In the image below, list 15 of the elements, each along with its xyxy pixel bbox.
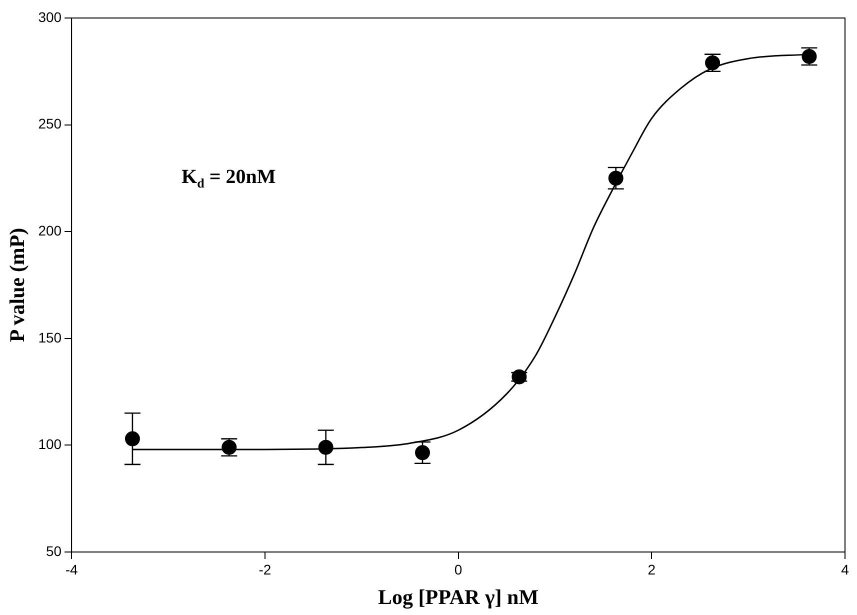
point [415, 445, 430, 460]
y-tick-label: 200 [38, 222, 62, 238]
x-tick-label: -4 [65, 561, 78, 578]
y-tick-label: 50 [46, 542, 62, 559]
y-tick-label: 150 [38, 329, 62, 346]
x-tick-label: 2 [648, 561, 656, 578]
x-axis-title: Log [PPAR γ] nM [378, 584, 539, 609]
x-tick-label: 4 [841, 561, 850, 578]
y-tick-label: 300 [38, 8, 62, 25]
y-tick-label: 100 [38, 436, 62, 452]
y-axis-title: P value (mP) [5, 228, 30, 342]
point [124, 431, 140, 446]
y-tick-label: 250 [38, 116, 62, 132]
x-tick-label: 0 [454, 561, 462, 578]
x-tick-label: -2 [258, 561, 272, 578]
